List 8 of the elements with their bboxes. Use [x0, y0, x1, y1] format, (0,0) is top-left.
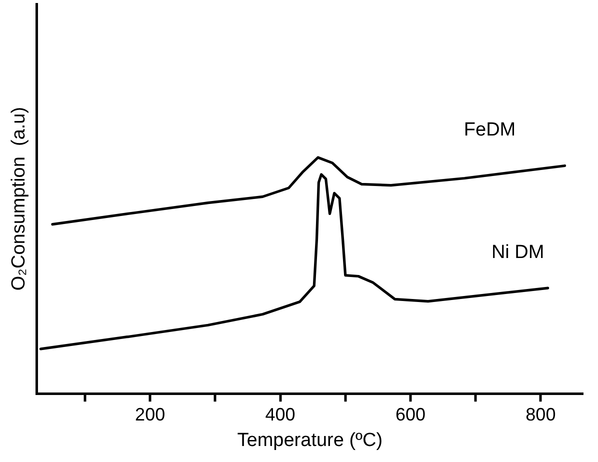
x-tick-label: 800: [526, 404, 556, 424]
x-tick-label: 400: [265, 404, 296, 424]
y-axis-title: O₂Consumption (a.u): [8, 106, 30, 291]
series-label: FeDM: [464, 120, 516, 141]
x-axis-title: Temperature (ºC): [237, 430, 383, 451]
series-label: Ni DM: [491, 242, 544, 264]
x-tick-label: 200: [135, 404, 166, 424]
x-tick-label: 600: [395, 404, 426, 424]
